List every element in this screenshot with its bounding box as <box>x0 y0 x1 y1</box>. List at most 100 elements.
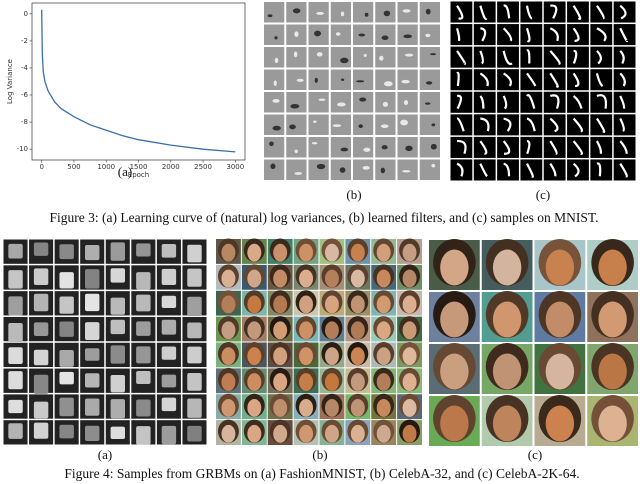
filter-tile <box>397 114 418 135</box>
fashion-item <box>33 268 49 286</box>
filter-tile <box>375 159 396 180</box>
filter-blob <box>272 125 281 131</box>
digit-stroke <box>572 117 584 133</box>
digit-stroke <box>549 163 557 177</box>
digit-stroke <box>619 27 629 43</box>
face32-face <box>376 347 391 366</box>
fashion-item <box>161 374 177 388</box>
fashion-item <box>136 294 151 312</box>
face32-face <box>247 295 262 314</box>
filter-tile <box>264 2 285 23</box>
y-tick-label: -8 <box>21 118 28 126</box>
filter-blob <box>340 147 349 152</box>
digit-stroke <box>480 27 487 42</box>
digit-tile <box>450 136 473 158</box>
digit-stroke <box>572 140 584 155</box>
digit-tile <box>473 46 496 68</box>
fashion-item <box>8 270 23 289</box>
filter-blob <box>402 9 411 13</box>
digit-stroke <box>549 72 559 88</box>
fashion-item <box>8 423 23 439</box>
digit-tile <box>520 1 543 23</box>
filter-blob <box>431 123 436 127</box>
face32-face <box>273 269 288 288</box>
panel-label: (c) <box>536 187 550 202</box>
face32-face <box>221 295 236 314</box>
filter-blob <box>380 167 386 174</box>
face32-face <box>273 321 288 340</box>
face32-face <box>402 243 417 262</box>
digit-stroke <box>502 140 511 155</box>
fashion-item <box>85 269 100 289</box>
filter-tile <box>375 24 396 45</box>
digit-stroke <box>526 49 531 64</box>
fashion-item <box>136 426 151 445</box>
face32-face <box>273 347 288 366</box>
face64-face <box>545 353 575 390</box>
fashion-item <box>110 345 125 364</box>
filter-blob <box>431 163 436 168</box>
filter-tile <box>330 47 351 68</box>
face32-face <box>324 243 339 262</box>
face32-face <box>247 398 262 417</box>
digit-stroke <box>526 139 531 155</box>
digit-stroke <box>526 94 536 109</box>
digit-tile <box>450 69 473 91</box>
y-tick-label: -6 <box>21 91 29 99</box>
digit-stroke <box>456 94 463 110</box>
face32-face <box>402 373 417 392</box>
face32-face <box>350 243 365 262</box>
face32-face <box>350 398 365 417</box>
digit-tile <box>473 1 496 23</box>
digit-tile <box>543 114 566 136</box>
fashion-item <box>161 319 177 335</box>
x-tick-label: 2500 <box>194 163 212 171</box>
face32-face <box>350 269 365 288</box>
digit-tile <box>520 136 543 158</box>
filter-tile <box>264 159 285 180</box>
digit-tile <box>520 114 543 136</box>
filter-tile <box>353 137 374 158</box>
filter-tile <box>286 137 307 158</box>
caption: Figure 4: Samples from GRBMs on (a) Fash… <box>64 466 579 481</box>
filter-blob <box>289 124 296 130</box>
filter-tile <box>353 47 374 68</box>
fashion-item <box>85 348 100 361</box>
digit-stroke <box>572 5 582 20</box>
fashion-item <box>33 293 49 312</box>
filter-tile <box>353 69 374 90</box>
filter-tile <box>286 69 307 90</box>
face32-face <box>324 321 339 340</box>
filter-tile <box>353 92 374 113</box>
fashion-item <box>110 426 125 439</box>
fashion-item <box>161 244 177 258</box>
filter-blob <box>337 102 346 107</box>
digit-stroke <box>503 72 512 87</box>
face64-face <box>492 301 522 338</box>
face32-face <box>273 424 288 443</box>
filter-blob <box>404 53 414 57</box>
face32-face <box>299 424 314 443</box>
face32-face <box>273 373 288 392</box>
face32-face <box>247 243 262 262</box>
filter-blob <box>340 11 345 17</box>
fashion-item <box>161 295 177 309</box>
face64-face <box>598 301 627 338</box>
face64-face <box>492 405 522 442</box>
filter-blob <box>402 170 411 173</box>
filter-blob <box>270 163 276 170</box>
face32-face <box>299 347 314 366</box>
filter-blob <box>381 145 388 150</box>
digit-stroke <box>503 4 511 19</box>
fashion-item <box>33 374 49 394</box>
filter-blob <box>405 145 413 152</box>
digit-stroke <box>479 5 488 20</box>
digit-stroke <box>456 71 460 87</box>
digit-stroke <box>595 73 604 87</box>
face64-face <box>545 405 575 442</box>
face32-face <box>350 373 365 392</box>
filter-tile <box>308 137 329 158</box>
filter-blob <box>316 163 326 170</box>
fashion-item <box>187 372 202 391</box>
